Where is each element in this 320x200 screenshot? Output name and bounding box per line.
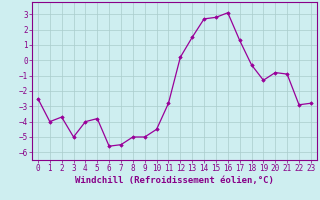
X-axis label: Windchill (Refroidissement éolien,°C): Windchill (Refroidissement éolien,°C) (75, 176, 274, 185)
